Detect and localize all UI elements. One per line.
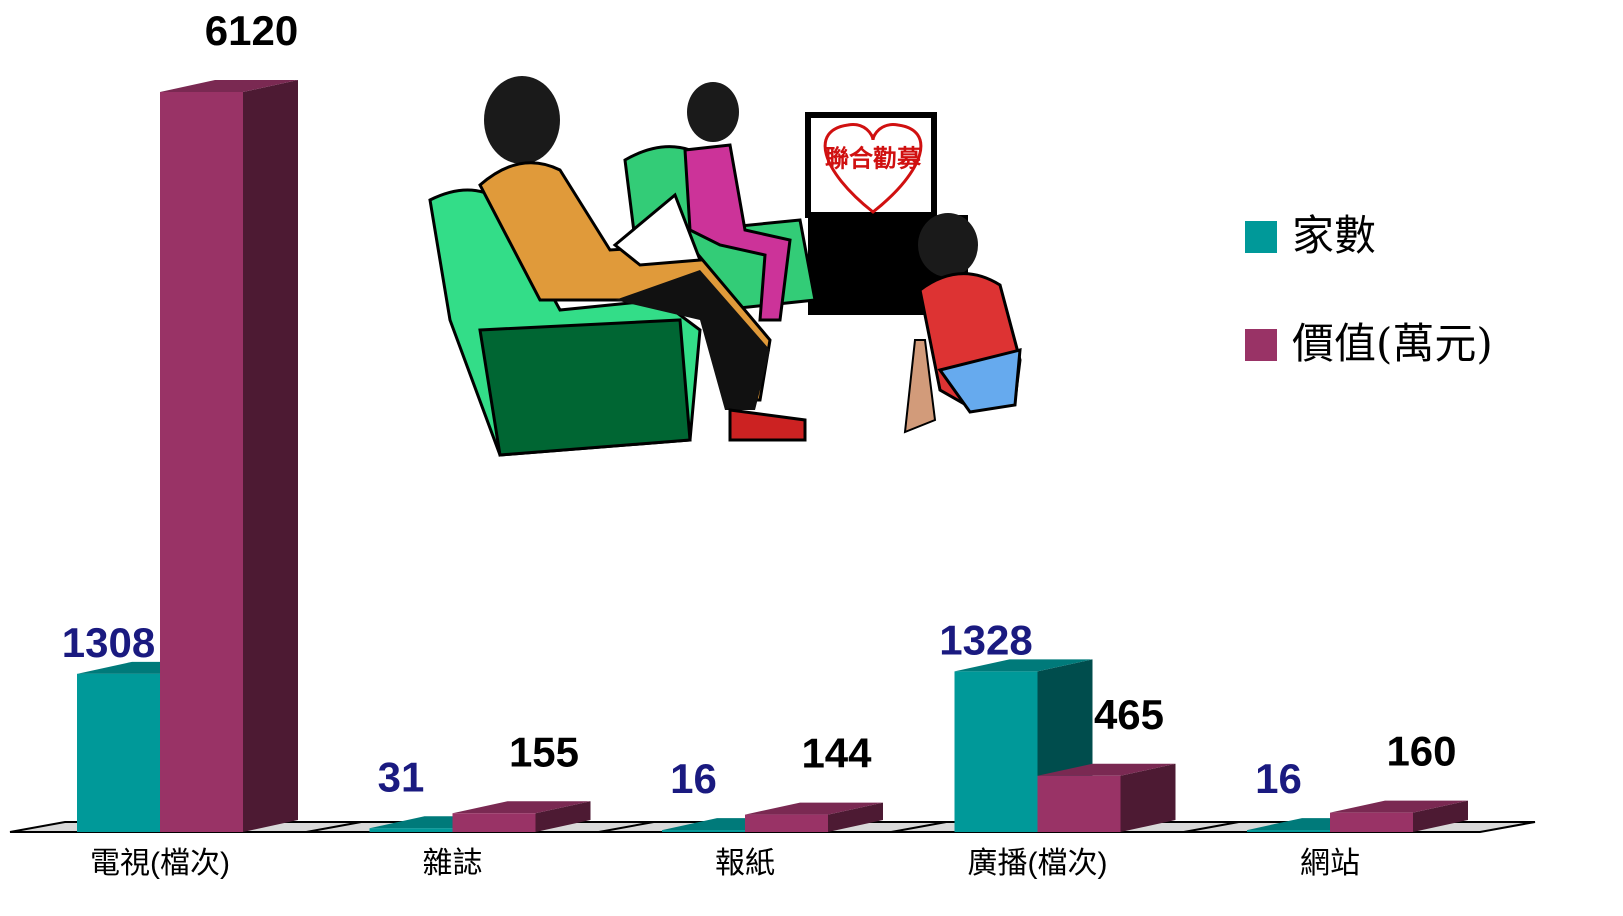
illustration: 聯合勸募 <box>430 76 1020 455</box>
x-tick-label: 報紙 <box>715 847 775 880</box>
bar <box>955 671 1038 832</box>
data-label: 155 <box>509 728 579 775</box>
legend-label: 價值(萬元) <box>1292 319 1493 368</box>
bar <box>662 830 745 832</box>
x-tick-label: 廣播(檔次) <box>968 847 1108 880</box>
data-label: 1308 <box>62 619 155 666</box>
bar <box>160 92 243 832</box>
bar-side <box>1121 764 1176 832</box>
data-label: 1328 <box>939 617 1032 664</box>
bar <box>1247 830 1330 832</box>
bar <box>1038 776 1121 832</box>
bar <box>745 815 828 832</box>
x-tick-label: 雜誌 <box>423 847 483 880</box>
data-label: 465 <box>1094 691 1164 738</box>
data-label: 144 <box>801 730 872 777</box>
legend-swatch <box>1245 221 1277 253</box>
x-tick-label: 電視(檔次) <box>90 847 230 880</box>
bar <box>1330 813 1413 832</box>
data-label: 16 <box>1255 755 1302 802</box>
chart: 聯合勸募 電視(檔次) 雜誌 報紙 廣播(檔次) 網站 1308 6120 31 155 16 14… <box>0 0 1623 911</box>
legend-swatch <box>1245 329 1277 361</box>
data-label: 31 <box>378 753 425 800</box>
data-label: 160 <box>1386 728 1456 775</box>
data-label: 16 <box>670 755 717 802</box>
bar <box>77 674 160 832</box>
data-label: 6120 <box>205 7 298 54</box>
bar-side <box>243 80 298 832</box>
tv-text: 聯合勸募 <box>825 144 922 172</box>
x-tick-label: 網站 <box>1300 847 1360 880</box>
legend-label: 家數 <box>1292 211 1376 260</box>
bar <box>453 813 536 832</box>
bar <box>370 828 453 832</box>
